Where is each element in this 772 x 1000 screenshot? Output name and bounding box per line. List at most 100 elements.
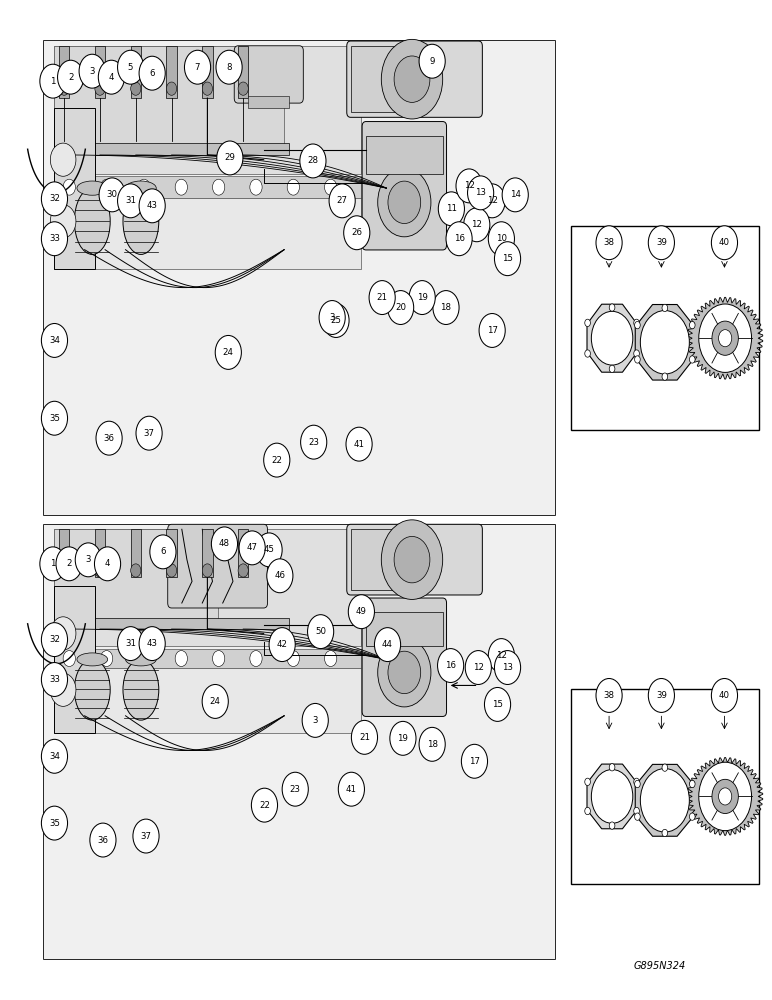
- Circle shape: [394, 536, 430, 583]
- Text: 33: 33: [49, 234, 60, 243]
- Text: 20: 20: [395, 303, 406, 312]
- Text: 32: 32: [49, 194, 60, 203]
- Circle shape: [238, 82, 249, 95]
- Bar: [571, 226, 759, 430]
- Text: 8: 8: [226, 63, 232, 72]
- Circle shape: [584, 319, 591, 327]
- Circle shape: [494, 651, 520, 684]
- Text: 6: 6: [160, 547, 166, 556]
- Circle shape: [100, 651, 113, 666]
- Circle shape: [390, 721, 416, 755]
- Circle shape: [466, 651, 492, 684]
- Circle shape: [302, 703, 328, 737]
- Circle shape: [139, 627, 165, 661]
- Bar: [54, 586, 95, 733]
- Text: 31: 31: [125, 639, 136, 648]
- Bar: [350, 46, 401, 112]
- Circle shape: [712, 779, 738, 814]
- Bar: [54, 649, 361, 668]
- Circle shape: [462, 744, 488, 778]
- Ellipse shape: [74, 188, 110, 254]
- Circle shape: [502, 178, 528, 212]
- Bar: [59, 46, 69, 98]
- Circle shape: [456, 169, 482, 203]
- Text: 3: 3: [330, 313, 335, 322]
- Circle shape: [319, 301, 345, 334]
- Circle shape: [130, 82, 141, 95]
- Text: 49: 49: [356, 607, 367, 616]
- Text: 26: 26: [351, 228, 362, 237]
- Circle shape: [175, 651, 188, 666]
- Circle shape: [634, 778, 639, 786]
- Text: 23: 23: [290, 785, 301, 794]
- Text: 13: 13: [475, 188, 486, 197]
- Circle shape: [216, 50, 242, 84]
- Circle shape: [185, 50, 211, 84]
- Text: 1: 1: [50, 77, 56, 86]
- Text: 35: 35: [49, 819, 60, 828]
- Circle shape: [94, 547, 120, 581]
- Text: 45: 45: [263, 545, 275, 554]
- FancyBboxPatch shape: [234, 46, 303, 103]
- Circle shape: [42, 739, 67, 773]
- Circle shape: [136, 416, 162, 450]
- Circle shape: [42, 623, 67, 657]
- Circle shape: [42, 401, 67, 435]
- Text: 19: 19: [398, 734, 408, 743]
- Circle shape: [369, 281, 395, 315]
- Text: 44: 44: [382, 640, 393, 649]
- Circle shape: [138, 651, 150, 666]
- Text: 13: 13: [502, 663, 513, 672]
- Circle shape: [202, 564, 212, 577]
- Circle shape: [464, 208, 490, 242]
- Text: 6: 6: [150, 69, 155, 78]
- FancyBboxPatch shape: [168, 524, 268, 608]
- Circle shape: [96, 421, 122, 455]
- Circle shape: [662, 304, 668, 312]
- Circle shape: [167, 564, 177, 577]
- Text: 34: 34: [49, 752, 60, 761]
- Circle shape: [175, 179, 188, 195]
- Circle shape: [479, 184, 505, 218]
- Circle shape: [217, 141, 243, 175]
- Text: 28: 28: [307, 156, 318, 165]
- Circle shape: [42, 663, 67, 696]
- Circle shape: [596, 226, 622, 260]
- Text: 4: 4: [105, 559, 110, 568]
- Text: 23: 23: [308, 438, 319, 447]
- Text: 24: 24: [223, 348, 234, 357]
- Text: 40: 40: [719, 238, 730, 247]
- Circle shape: [648, 226, 675, 260]
- Text: 7: 7: [195, 63, 200, 72]
- Circle shape: [133, 819, 159, 853]
- Text: 12: 12: [463, 181, 475, 190]
- Circle shape: [59, 82, 69, 95]
- Circle shape: [42, 323, 67, 357]
- Text: 43: 43: [147, 201, 157, 210]
- Bar: [238, 529, 249, 577]
- Circle shape: [419, 44, 445, 78]
- Circle shape: [479, 314, 505, 347]
- Circle shape: [662, 764, 668, 771]
- FancyBboxPatch shape: [347, 524, 482, 595]
- Bar: [54, 108, 95, 269]
- Text: 41: 41: [346, 785, 357, 794]
- Circle shape: [264, 443, 290, 477]
- Circle shape: [95, 82, 105, 95]
- Circle shape: [712, 321, 738, 355]
- Text: 38: 38: [604, 238, 615, 247]
- Circle shape: [323, 304, 349, 337]
- Circle shape: [117, 50, 144, 84]
- Circle shape: [584, 778, 591, 786]
- Circle shape: [95, 564, 105, 577]
- Ellipse shape: [123, 659, 159, 720]
- Text: 12: 12: [496, 651, 507, 660]
- Circle shape: [609, 822, 615, 829]
- Text: 2: 2: [68, 73, 73, 82]
- Text: 18: 18: [441, 303, 452, 312]
- Circle shape: [338, 772, 364, 806]
- Circle shape: [50, 143, 76, 176]
- Circle shape: [269, 628, 295, 662]
- Circle shape: [689, 780, 695, 788]
- Circle shape: [711, 226, 737, 260]
